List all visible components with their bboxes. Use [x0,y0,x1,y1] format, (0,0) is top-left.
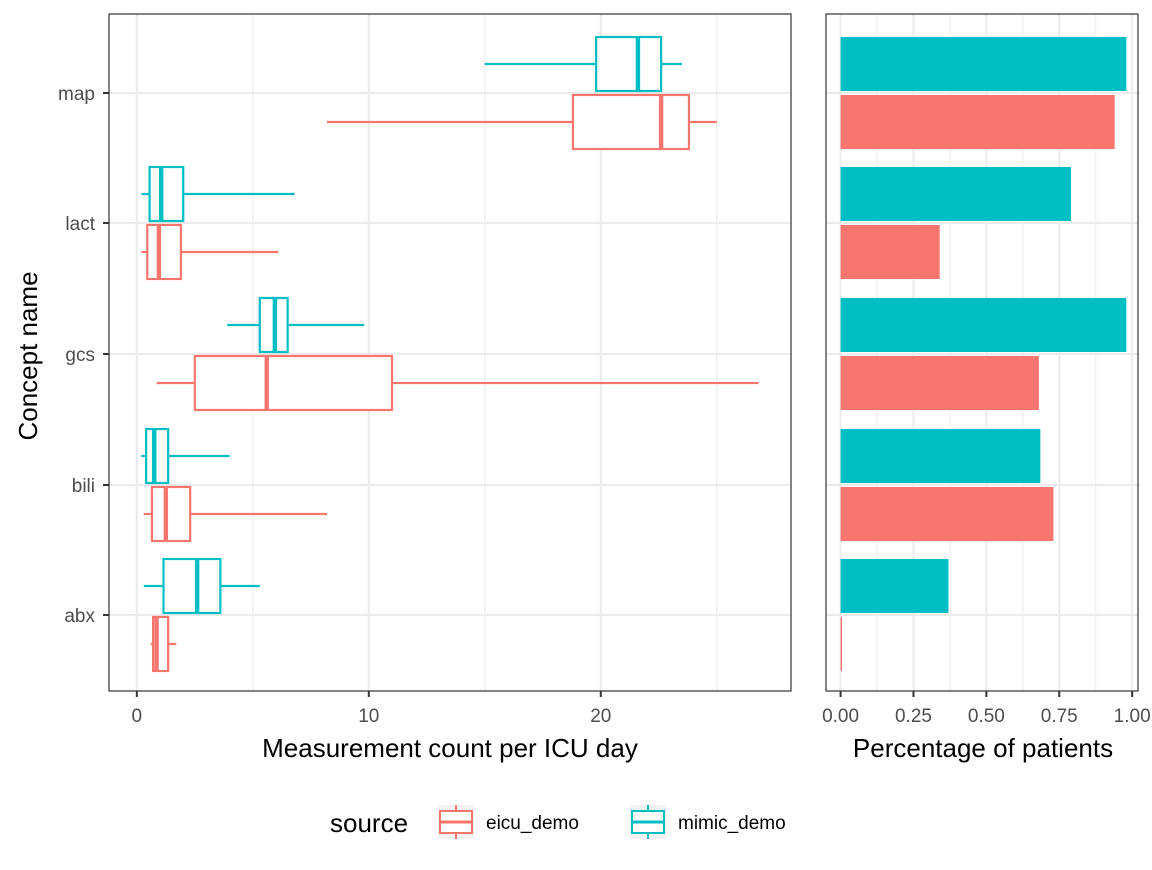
legend-label: mimic_demo [678,813,786,834]
iqr-box [595,35,663,93]
box-eicu_demo-map [327,93,717,151]
boxplot-panel-border [108,13,792,692]
bar-mimic_demo-bili [840,429,1041,483]
bar-mimic_demo-map [840,37,1127,91]
legend-title: source [330,808,408,838]
x-tick-label: 0.50 [968,706,1005,727]
legend-item-mimic_demo: mimic_demo [630,805,786,839]
box-eicu_demo-abx [150,615,177,673]
x-tick-label: 10 [358,706,379,727]
bar-panel-border [825,13,1139,692]
iqr-box [162,557,222,615]
x-tick-label: 0.00 [822,706,859,727]
bar-eicu_demo-abx [840,617,843,671]
x-tick-label: 0.75 [1041,706,1078,727]
bar-mimic_demo-gcs [840,298,1127,352]
box-mimic_demo-abx [143,557,260,615]
legend-item-eicu_demo: eicu_demo [438,805,579,839]
legend-label: eicu_demo [486,813,579,834]
iqr-box [571,93,691,151]
bar-x-axis-title: Percentage of patients [853,733,1113,763]
y-tick-label: gcs [65,345,95,366]
x-tick-label: 20 [590,706,611,727]
iqr-box [193,354,394,412]
box-eicu_demo-lact [141,223,279,281]
box-eicu_demo-bili [143,485,328,543]
box-mimic_demo-gcs [227,296,365,354]
bar-eicu_demo-bili [840,487,1054,541]
iqr-box [145,427,170,485]
legend: source eicu_demo mimic_demo [330,805,786,839]
bar-panel: 0.00 0.25 0.50 0.75 1.00 [822,13,1151,727]
box-mimic_demo-lact [141,165,295,223]
y-tick-label: bili [72,476,95,497]
boxplot-x-axis-title: Measurement count per ICU day [262,733,638,763]
bar-eicu_demo-gcs [840,356,1039,410]
boxplot-y-axis-title: Concept name [13,271,43,440]
iqr-box [150,485,192,543]
x-tick-label: 1.00 [1114,706,1151,727]
bar-mimic_demo-abx [840,559,949,613]
box-eicu_demo-gcs [156,354,759,412]
bar-eicu_demo-map [840,95,1115,149]
x-tick-label: 0 [132,706,143,727]
boxplot-panel: map lact gcs bili abx 0 10 20 [58,13,792,727]
y-tick-label: lact [65,214,95,235]
x-tick-label: 0.25 [895,706,932,727]
bar-mimic_demo-lact [840,167,1071,221]
iqr-box [146,223,183,281]
y-tick-label: map [58,84,95,105]
bar-eicu_demo-lact [840,225,940,279]
iqr-box [148,165,185,223]
box-mimic_demo-map [484,35,682,93]
y-tick-label: abx [64,606,95,627]
box-mimic_demo-bili [141,427,230,485]
